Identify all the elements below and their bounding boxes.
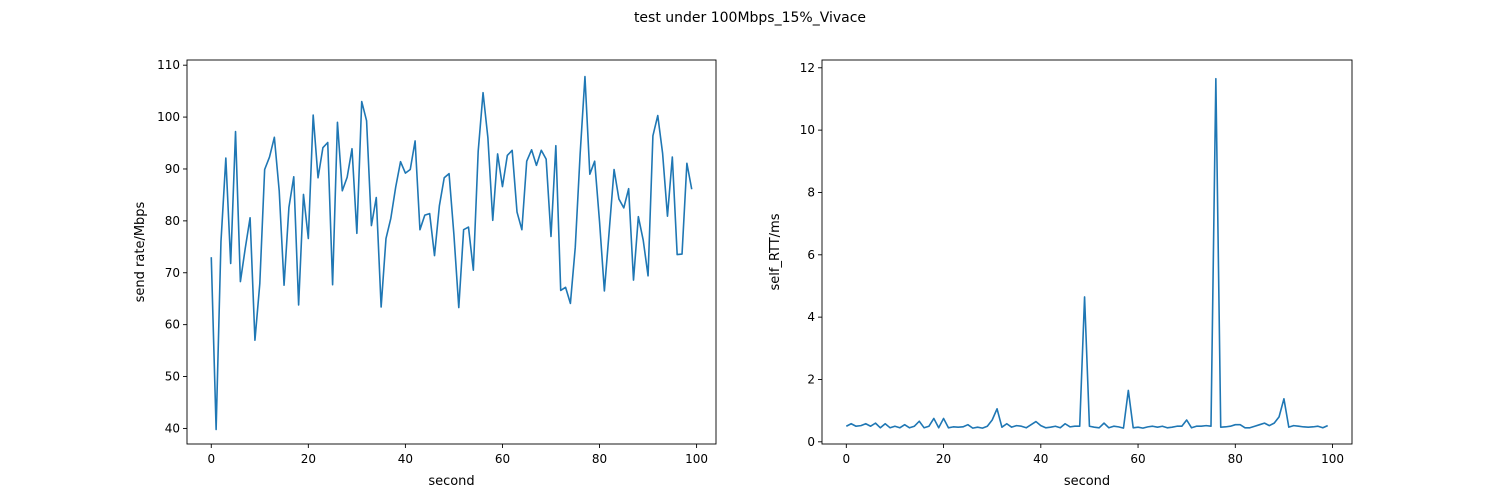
- x-tick-label: 40: [398, 452, 413, 466]
- y-tick-label: 60: [165, 318, 180, 332]
- x-axis-label: second: [1064, 474, 1110, 489]
- axes-frame: [186, 59, 717, 445]
- x-tick-label: 80: [592, 452, 607, 466]
- y-axis-label: self_RTT/ms: [768, 213, 783, 290]
- axes-frame: [821, 59, 1353, 445]
- y-axis-label: send rate/Mbps: [133, 201, 148, 302]
- y-tick-label: 100: [157, 110, 180, 124]
- y-tick-label: 12: [800, 61, 815, 75]
- x-tick-label: 60: [495, 452, 510, 466]
- x-tick-label: 100: [1321, 452, 1344, 466]
- y-tick-label: 90: [165, 162, 180, 176]
- y-tick-label: 4: [807, 310, 815, 324]
- y-tick-label: 70: [165, 266, 180, 280]
- y-tick-label: 6: [807, 248, 815, 262]
- figure-title: test under 100Mbps_15%_Vivace: [634, 10, 866, 26]
- x-tick-label: 0: [207, 452, 215, 466]
- subplot-1: 0 20 40 60 80 100 40 50 60 70 80 90 100 110 second send…: [133, 58, 717, 489]
- series-line: [845, 77, 1329, 429]
- x-tick-label: 40: [1033, 452, 1048, 466]
- x-tick-label: 20: [301, 452, 316, 466]
- x-tick-label: 100: [685, 452, 708, 466]
- y-tick-label: 80: [165, 214, 180, 228]
- x-axis-label: second: [428, 474, 474, 489]
- y-tick-label: 10: [800, 123, 815, 137]
- y-tick-label: 8: [807, 185, 815, 199]
- y-tick-label: 2: [807, 372, 815, 386]
- x-tick-label: 80: [1228, 452, 1243, 466]
- y-tick-label: 40: [165, 421, 180, 435]
- series-line: [210, 75, 693, 431]
- x-tick-label: 60: [1130, 452, 1145, 466]
- y-tick-label: 0: [807, 435, 815, 449]
- x-tick-label: 0: [842, 452, 850, 466]
- x-tick-label: 20: [936, 452, 951, 466]
- subplot-2: 0 20 40 60 80 100 0 2 4 6 8 10 12 second self_RTT/ms: [768, 59, 1353, 489]
- y-tick-label: 110: [157, 58, 180, 72]
- y-tick-label: 50: [165, 370, 180, 384]
